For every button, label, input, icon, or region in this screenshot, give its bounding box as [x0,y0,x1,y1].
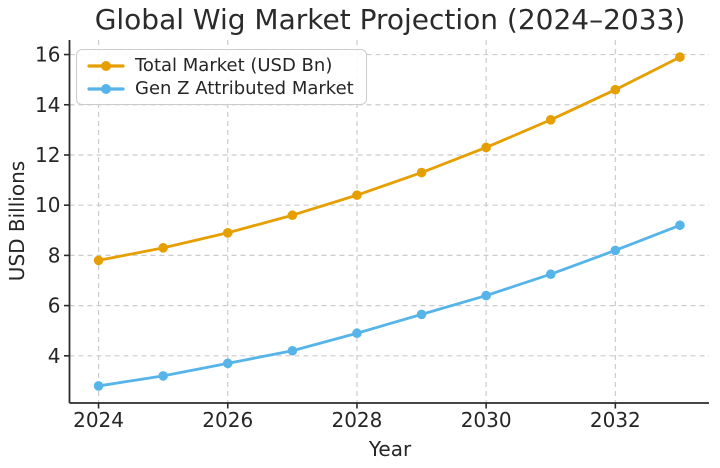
series-marker-0 [93,255,104,266]
series-marker-1 [481,290,491,301]
series-marker-0 [610,84,621,95]
series-marker-0 [675,52,685,62]
x-tick-label: 2030 [461,408,512,432]
legend-item-genz-market: Gen Z Attributed Market [87,78,354,99]
y-tick-label: 8 [48,243,61,267]
series-marker-1 [93,381,104,391]
series-marker-0 [352,190,362,200]
y-tick-label: 10 [35,193,60,217]
series-marker-0 [416,167,427,178]
y-tick-label: 4 [48,344,61,368]
legend-label-total-market: Total Market (USD Bn) [135,55,333,76]
series-line-1 [97,223,682,388]
x-tick-label: 2026 [202,408,253,432]
series-marker-1 [222,358,233,369]
y-tick-label: 12 [35,143,60,167]
chart-title: Global Wig Market Projection (2024–2033) [94,3,686,36]
y-tick-label: 6 [48,294,61,318]
series-marker-1 [610,245,621,256]
y-tick-label: 14 [35,93,60,117]
legend-line-marker-icon [87,60,125,71]
series-marker-1 [545,269,556,280]
series-marker-1 [158,371,168,381]
series-marker-0 [545,115,556,125]
legend-line-marker-icon [87,83,125,94]
x-tick-label: 2032 [590,408,641,432]
series-marker-1 [416,309,427,320]
legend-label-genz-market: Gen Z Attributed Market [135,78,354,99]
x-tick-label: 2028 [331,408,382,432]
x-tick-label: 2024 [73,408,124,432]
series-marker-0 [481,142,491,153]
y-tick-label: 16 [35,43,60,67]
x-axis-label: Year [368,437,412,461]
series-marker-0 [287,210,298,221]
series-marker-1 [352,328,362,339]
legend-item-total-market: Total Market (USD Bn) [87,55,354,76]
series-marker-1 [675,220,685,231]
series-marker-1 [287,345,298,356]
series-marker-0 [222,227,233,238]
series-marker-0 [158,243,168,253]
legend: Total Market (USD Bn) Gen Z Attributed M… [76,49,367,105]
series-line-0 [97,55,682,262]
